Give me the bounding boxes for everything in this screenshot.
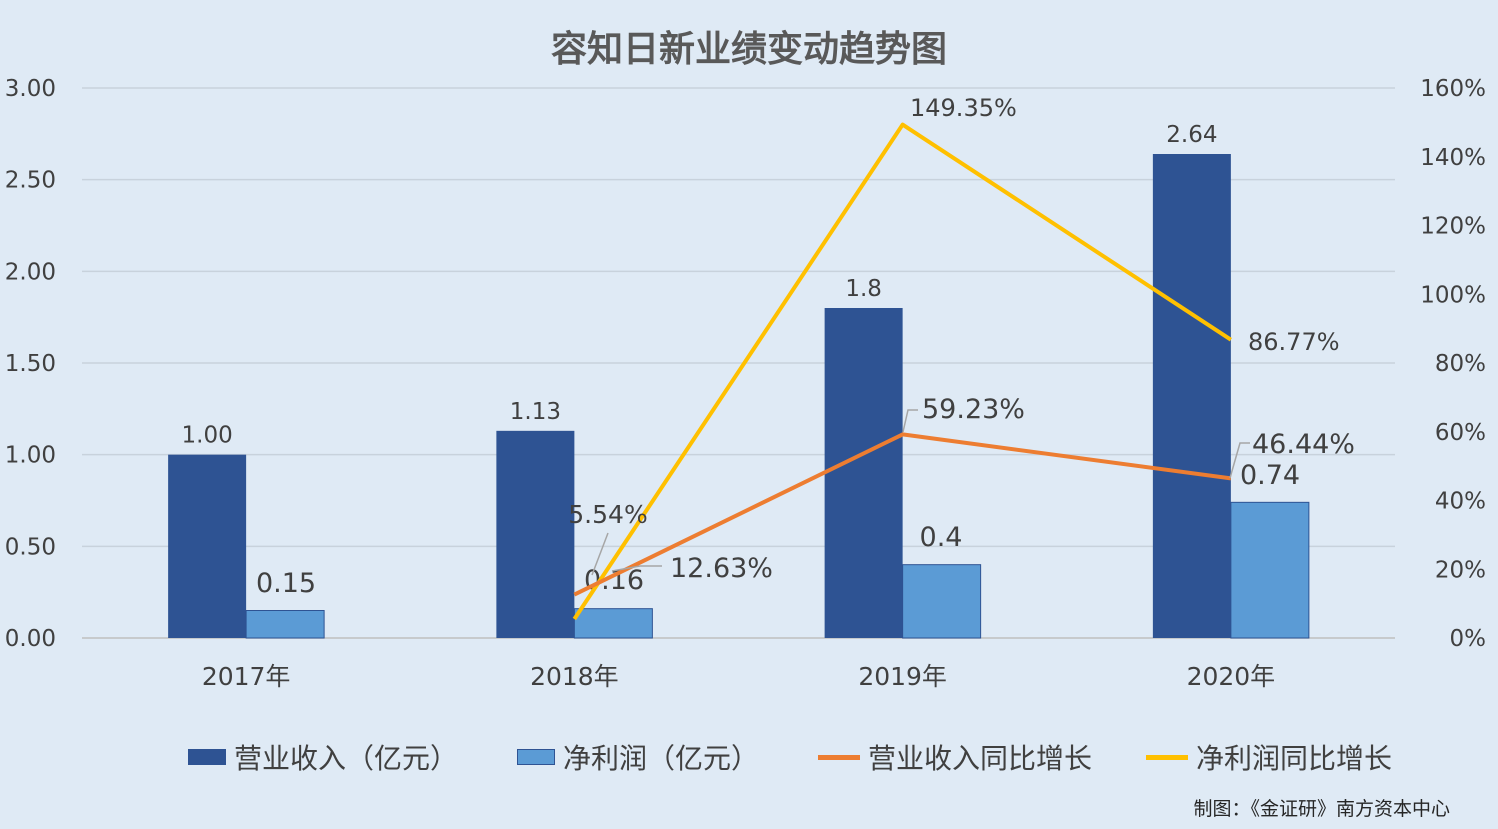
data-label-revenue: 1.8: [845, 276, 882, 302]
legend-item-profit: 净利润（亿元）: [517, 732, 759, 782]
y-tick-right: 80%: [1435, 351, 1486, 377]
footer-credit: 制图：《金证研》南方资本中心: [1193, 798, 1450, 820]
y-tick-left: 2.50: [5, 168, 56, 194]
bar-revenue: [824, 308, 903, 638]
y-tick-right: 140%: [1420, 145, 1486, 171]
y-tick-right: 0%: [1450, 626, 1487, 652]
y-tick-left: 0.00: [5, 626, 56, 652]
legend-label-revenue: 营业收入（亿元）: [234, 742, 459, 775]
data-label-revenue: 1.00: [182, 423, 233, 449]
x-tick-label: 2017年: [202, 662, 291, 691]
data-label-profit-growth: 5.54%: [568, 500, 647, 529]
legend-item-revenue-growth: 营业收入同比增长: [818, 732, 1092, 782]
legend: 营业收入（亿元） 净利润（亿元） 营业收入同比增长 净利润同比增长: [0, 732, 1498, 782]
leader-line: [1229, 442, 1250, 479]
leader-line: [611, 565, 662, 572]
legend-swatch-revenue-growth: [818, 754, 860, 760]
data-label-revenue-growth: 12.63%: [670, 553, 773, 584]
y-tick-left: 0.50: [5, 534, 56, 560]
legend-item-profit-growth: 净利润同比增长: [1146, 732, 1392, 782]
data-label-profit-growth: 86.77%: [1248, 328, 1340, 356]
data-label-profit: 0.74: [1240, 460, 1300, 491]
y-tick-right: 160%: [1420, 76, 1486, 102]
line-revenue-growth: [573, 432, 1232, 597]
legend-label-profit-growth: 净利润同比增长: [1196, 742, 1393, 775]
data-label-revenue: 1.13: [510, 399, 561, 425]
legend-swatch-profit: [517, 749, 555, 765]
legend-label-profit: 净利润（亿元）: [563, 742, 760, 775]
leader-line: [902, 409, 918, 433]
legend-swatch-profit-growth: [1146, 754, 1188, 760]
y-tick-right: 60%: [1435, 420, 1486, 446]
y-tick-left: 1.00: [5, 443, 56, 469]
y-tick-right: 100%: [1420, 282, 1486, 308]
data-label-revenue: 2.64: [1166, 122, 1217, 148]
chart-title: 容知日新业绩变动趋势图: [550, 29, 947, 70]
bar-profit: [902, 564, 982, 639]
y-tick-right: 40%: [1435, 489, 1486, 515]
data-label-revenue-growth: 46.44%: [1252, 429, 1355, 460]
y-tick-right: 120%: [1420, 214, 1486, 240]
y-tick-left: 3.00: [5, 76, 56, 102]
bar-revenue: [496, 430, 575, 638]
leader-line: [591, 532, 609, 576]
data-label-profit-growth: 149.35%: [910, 94, 1017, 122]
bar-profit: [1230, 501, 1310, 639]
bar-profit: [245, 610, 325, 639]
legend-swatch-revenue: [188, 749, 226, 765]
bar-revenue: [168, 454, 247, 638]
bar-profit: [573, 608, 653, 639]
y-tick-left: 1.50: [5, 351, 56, 377]
legend-item-revenue: 营业收入（亿元）: [188, 732, 458, 782]
data-label-profit: 0.15: [256, 568, 316, 599]
x-tick-label: 2018年: [530, 662, 619, 691]
bar-revenue: [1152, 154, 1231, 638]
x-tick-label: 2019年: [858, 662, 947, 691]
y-tick-left: 2.00: [5, 259, 56, 285]
y-tick-right: 20%: [1435, 557, 1486, 583]
x-tick-label: 2020年: [1187, 662, 1276, 691]
data-label-profit: 0.4: [920, 522, 963, 553]
legend-label-revenue-growth: 营业收入同比增长: [868, 742, 1093, 775]
line-profit-growth: [572, 122, 1232, 621]
data-label-revenue-growth: 59.23%: [922, 394, 1025, 425]
